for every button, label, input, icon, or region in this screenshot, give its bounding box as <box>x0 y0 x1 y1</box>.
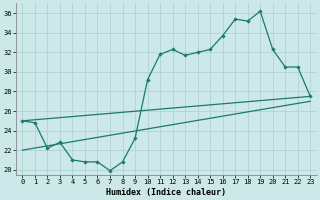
X-axis label: Humidex (Indice chaleur): Humidex (Indice chaleur) <box>106 188 226 197</box>
